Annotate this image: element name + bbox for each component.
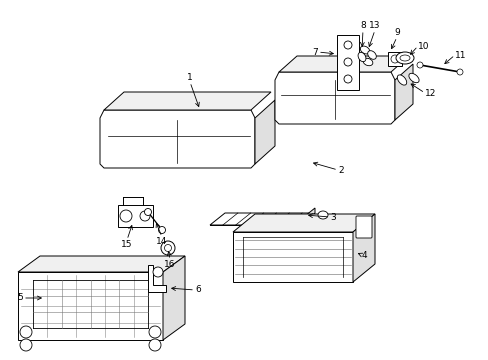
- Circle shape: [20, 339, 32, 351]
- Polygon shape: [148, 265, 165, 292]
- Ellipse shape: [395, 52, 413, 64]
- Ellipse shape: [317, 211, 327, 219]
- Ellipse shape: [360, 46, 369, 54]
- Text: 16: 16: [164, 260, 175, 269]
- Text: 10: 10: [417, 41, 428, 50]
- Text: 12: 12: [424, 89, 435, 98]
- Polygon shape: [254, 100, 274, 164]
- Polygon shape: [279, 56, 408, 72]
- Polygon shape: [232, 232, 352, 282]
- Text: 8: 8: [359, 21, 365, 30]
- Polygon shape: [232, 214, 374, 232]
- Ellipse shape: [396, 75, 406, 85]
- Circle shape: [161, 241, 175, 255]
- Polygon shape: [18, 272, 163, 340]
- Text: 9: 9: [393, 28, 399, 37]
- Text: 1: 1: [187, 73, 192, 82]
- Polygon shape: [163, 256, 184, 340]
- Circle shape: [343, 75, 351, 83]
- Polygon shape: [387, 52, 401, 66]
- Circle shape: [343, 58, 351, 66]
- Text: 14: 14: [156, 237, 167, 246]
- Polygon shape: [299, 208, 314, 225]
- Polygon shape: [394, 64, 412, 120]
- Text: 11: 11: [454, 50, 466, 59]
- Ellipse shape: [357, 52, 365, 62]
- Ellipse shape: [363, 58, 372, 66]
- Ellipse shape: [399, 55, 409, 61]
- Text: 2: 2: [337, 166, 343, 175]
- Circle shape: [149, 326, 161, 338]
- Circle shape: [20, 326, 32, 338]
- Circle shape: [390, 55, 398, 63]
- Ellipse shape: [367, 51, 376, 59]
- Circle shape: [153, 267, 163, 277]
- Text: 7: 7: [312, 48, 317, 57]
- Circle shape: [456, 69, 462, 75]
- Polygon shape: [274, 72, 394, 124]
- Text: 3: 3: [329, 212, 335, 221]
- Ellipse shape: [408, 73, 418, 83]
- FancyBboxPatch shape: [355, 216, 371, 238]
- Circle shape: [144, 208, 151, 216]
- Circle shape: [416, 62, 422, 68]
- Circle shape: [343, 41, 351, 49]
- Polygon shape: [18, 256, 184, 272]
- Circle shape: [140, 211, 150, 221]
- Text: 13: 13: [368, 21, 380, 30]
- Circle shape: [158, 226, 165, 234]
- Circle shape: [164, 244, 171, 252]
- Circle shape: [120, 210, 132, 222]
- Polygon shape: [352, 214, 374, 282]
- Text: 6: 6: [195, 285, 201, 294]
- Polygon shape: [336, 35, 358, 90]
- Text: 15: 15: [121, 240, 132, 249]
- Polygon shape: [100, 110, 254, 168]
- Circle shape: [149, 339, 161, 351]
- Polygon shape: [104, 92, 270, 110]
- Text: 4: 4: [361, 251, 367, 260]
- Text: 5: 5: [17, 293, 23, 302]
- Polygon shape: [118, 205, 153, 227]
- Polygon shape: [209, 213, 314, 225]
